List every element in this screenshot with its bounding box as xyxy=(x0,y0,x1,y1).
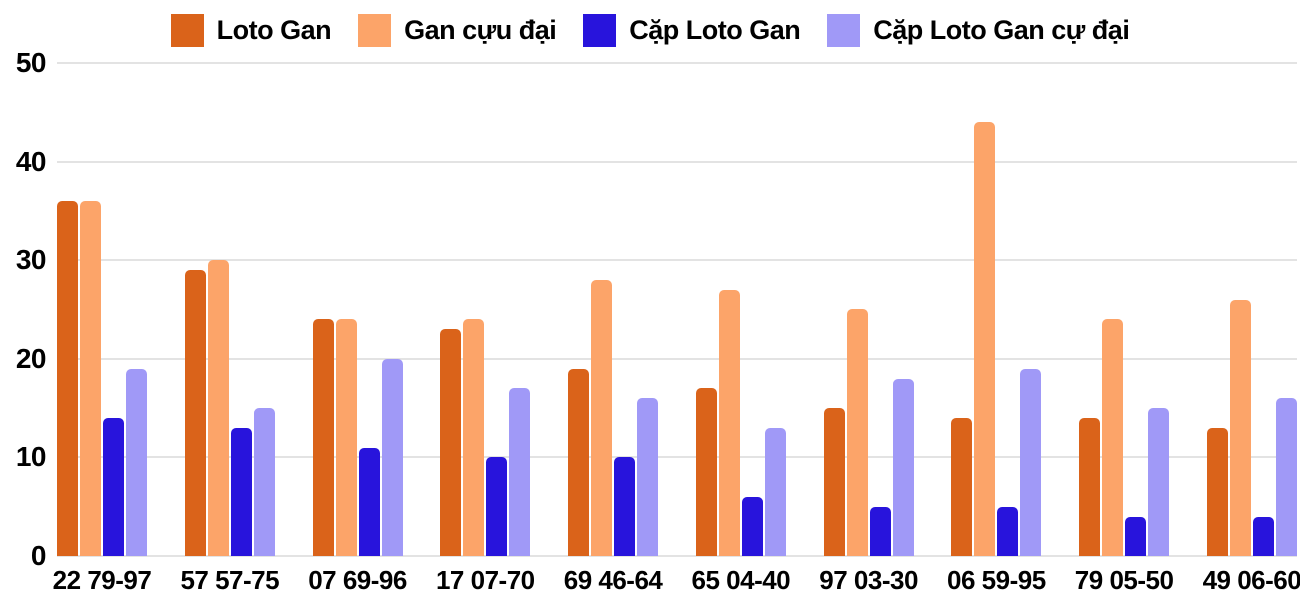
bar[interactable] xyxy=(57,201,78,556)
bar-group-79-05-50 xyxy=(1079,63,1170,556)
bar[interactable] xyxy=(997,507,1019,556)
x-axis-labels: 22 79-97 57 57-75 07 69-96 17 07-70 69 46-64… xyxy=(52,563,1300,597)
bar[interactable] xyxy=(358,448,380,556)
bar[interactable] xyxy=(1206,428,1228,556)
bar[interactable] xyxy=(718,290,740,556)
gridline-20 xyxy=(57,357,1297,360)
gridline-10 xyxy=(57,456,1297,459)
legend-label: Cặp Loto Gan cự đại xyxy=(873,14,1130,45)
bar[interactable] xyxy=(1079,418,1101,556)
gridline-50 xyxy=(57,62,1297,64)
x-tick-label: 57 57-75 xyxy=(180,564,280,595)
legend-swatch-icon xyxy=(170,13,204,47)
bar[interactable] xyxy=(335,319,357,556)
y-tick-label-40: 40 xyxy=(15,145,47,177)
x-tick-label: 06 59-95 xyxy=(947,564,1046,595)
bar[interactable] xyxy=(741,497,763,556)
bar-group-57-57-75 xyxy=(184,63,275,556)
legend-label: Loto Gan xyxy=(216,14,332,45)
bar[interactable] xyxy=(1252,517,1274,556)
legend-item-2[interactable]: Gan cựu đại xyxy=(358,13,557,47)
bar[interactable] xyxy=(591,280,613,556)
x-tick-label: 97 03-30 xyxy=(819,564,918,595)
bar[interactable] xyxy=(1229,300,1251,556)
bar[interactable] xyxy=(184,270,206,556)
bar-group-07-69-96 xyxy=(312,63,403,556)
legend-item-4[interactable]: Cặp Loto Gan cự đại xyxy=(827,13,1130,47)
legend-swatch-icon xyxy=(827,13,861,47)
bar[interactable] xyxy=(1020,369,1042,556)
y-tick-label-20: 20 xyxy=(15,342,47,374)
plot-area xyxy=(57,62,1297,557)
bar-group-69-46-64 xyxy=(568,63,659,556)
y-tick-label-50: 50 xyxy=(15,47,47,78)
bar[interactable] xyxy=(869,507,891,556)
x-tick-label: 07 69-96 xyxy=(308,564,407,595)
legend-label: Cặp Loto Gan xyxy=(629,14,801,45)
y-tick-label-10: 10 xyxy=(15,441,47,473)
bar[interactable] xyxy=(568,369,590,556)
bar[interactable] xyxy=(103,418,124,556)
bar[interactable] xyxy=(230,428,252,556)
bar[interactable] xyxy=(486,457,508,556)
y-tick-label-0: 0 xyxy=(30,540,47,571)
bar-groups xyxy=(57,63,1297,556)
x-tick-label: 17 07-70 xyxy=(435,564,535,595)
legend-swatch-icon xyxy=(583,13,617,47)
bar[interactable] xyxy=(823,408,845,556)
bar[interactable] xyxy=(126,369,147,556)
bar[interactable] xyxy=(695,388,717,556)
x-tick-label: 49 06-60 xyxy=(1202,564,1300,595)
bar[interactable] xyxy=(1275,398,1297,556)
bar[interactable] xyxy=(951,418,973,556)
bar[interactable] xyxy=(1102,319,1124,556)
bar-group-97-03-30 xyxy=(823,63,914,556)
bar[interactable] xyxy=(764,428,786,556)
bar-group-22-79-97 xyxy=(57,63,147,556)
bar-group-17-07-70 xyxy=(440,63,531,556)
legend-swatch-icon xyxy=(358,13,392,47)
bar[interactable] xyxy=(381,359,403,556)
x-tick-label: 22 79-97 xyxy=(52,564,152,595)
gridline-30 xyxy=(57,259,1297,262)
bar[interactable] xyxy=(80,201,101,556)
bar[interactable] xyxy=(846,309,868,556)
bar[interactable] xyxy=(312,319,334,556)
x-tick-label: 79 05-50 xyxy=(1074,564,1174,595)
gridline-40 xyxy=(57,160,1297,163)
x-tick-label: 69 46-64 xyxy=(563,564,663,595)
bar-group-06-59-95 xyxy=(951,63,1042,556)
bar[interactable] xyxy=(892,379,914,556)
bar[interactable] xyxy=(463,319,485,556)
bar[interactable] xyxy=(509,388,531,556)
legend-label: Gan cựu đại xyxy=(404,14,557,45)
bar-group-49-06-60 xyxy=(1206,63,1297,556)
bar[interactable] xyxy=(974,122,996,556)
legend-item-1[interactable]: Loto Gan xyxy=(170,13,332,47)
bar[interactable] xyxy=(1148,408,1170,556)
bar[interactable] xyxy=(440,329,462,556)
bar[interactable] xyxy=(207,260,229,556)
y-tick-label-30: 30 xyxy=(15,244,47,276)
bar[interactable] xyxy=(1125,517,1147,556)
bar-group-65-04-40 xyxy=(695,63,786,556)
bar[interactable] xyxy=(253,408,275,556)
bar[interactable] xyxy=(637,398,659,556)
x-tick-label: 65 04-40 xyxy=(691,564,791,595)
bar[interactable] xyxy=(614,457,636,556)
legend-item-3[interactable]: Cặp Loto Gan xyxy=(583,13,801,47)
gridline-0 xyxy=(57,555,1297,557)
chart-legend: Loto Gan Gan cựu đại Cặp Loto Gan Cặp Loto … xyxy=(0,8,1300,52)
